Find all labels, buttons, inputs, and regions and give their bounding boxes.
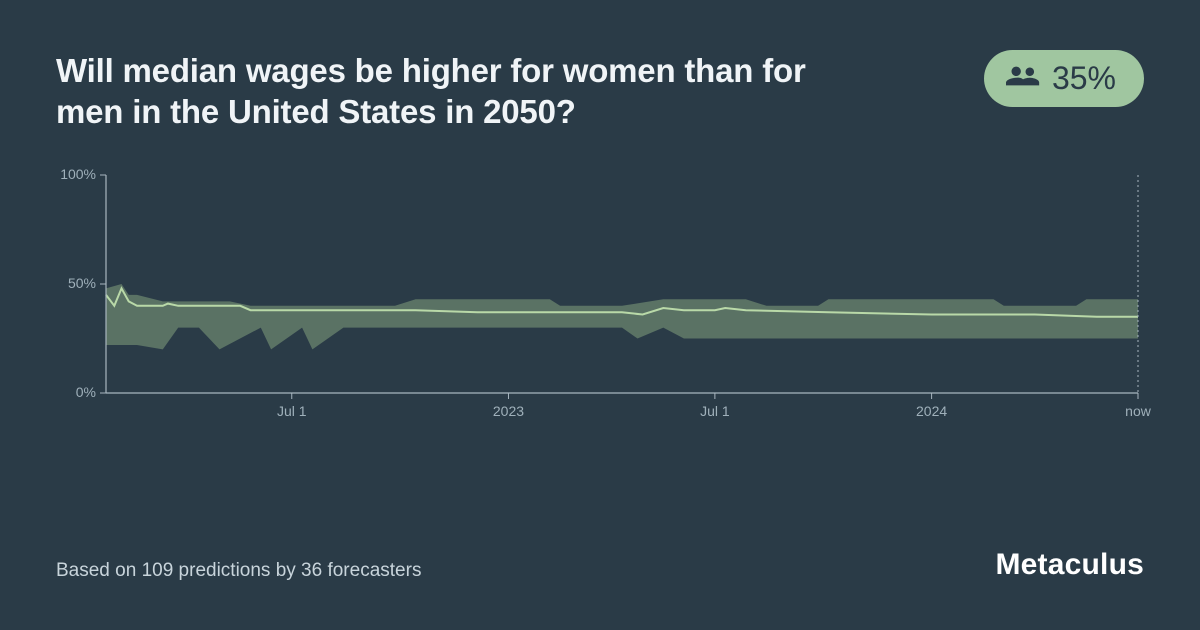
y-axis-label: 100% bbox=[60, 166, 96, 182]
forecast-chart: 0%50%100% Jul 12023Jul 12024now bbox=[56, 169, 1144, 439]
people-icon bbox=[1006, 64, 1040, 93]
chart-svg bbox=[56, 169, 1144, 399]
y-axis-label: 0% bbox=[76, 384, 96, 400]
x-axis-label: now bbox=[1125, 403, 1151, 419]
x-axis-label: 2023 bbox=[493, 403, 524, 419]
x-axis-label: Jul 1 bbox=[277, 403, 307, 419]
y-axis-label: 50% bbox=[68, 275, 96, 291]
x-axis-label: 2024 bbox=[916, 403, 947, 419]
footer-meta: Based on 109 predictions by 36 forecaste… bbox=[56, 560, 421, 582]
brand-logo: Metaculus bbox=[995, 548, 1144, 582]
community-prediction-badge: 35% bbox=[984, 50, 1144, 107]
question-title: Will median wages be higher for women th… bbox=[56, 50, 876, 133]
community-prediction-value: 35% bbox=[1052, 60, 1116, 97]
x-axis-label: Jul 1 bbox=[700, 403, 730, 419]
